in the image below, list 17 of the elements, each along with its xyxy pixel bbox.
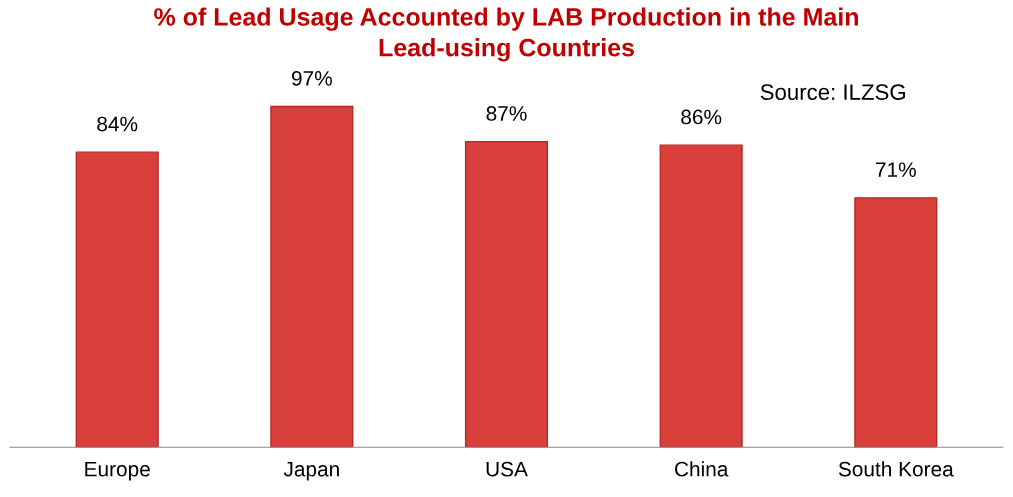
bar <box>464 140 549 448</box>
chart-title: % of Lead Usage Accounted by LAB Production in the Main Lead-using Countries <box>154 7 858 62</box>
data-label: 86% <box>681 109 722 125</box>
bar <box>854 197 938 448</box>
data-label: 84% <box>97 116 138 132</box>
source-note: Source: ILZSG <box>760 84 905 100</box>
bar <box>270 105 354 448</box>
x-tick-label: Japan <box>283 461 339 481</box>
data-label: 97% <box>291 70 332 86</box>
data-label: 71% <box>876 162 916 177</box>
x-tick-label: Europe <box>85 461 150 481</box>
data-label: 87% <box>486 106 527 121</box>
x-tick-label: USA <box>486 461 528 477</box>
bar <box>75 151 159 448</box>
bar <box>659 144 743 448</box>
x-tick-label: China <box>675 461 729 477</box>
x-tick-label: South Korea <box>838 461 954 477</box>
